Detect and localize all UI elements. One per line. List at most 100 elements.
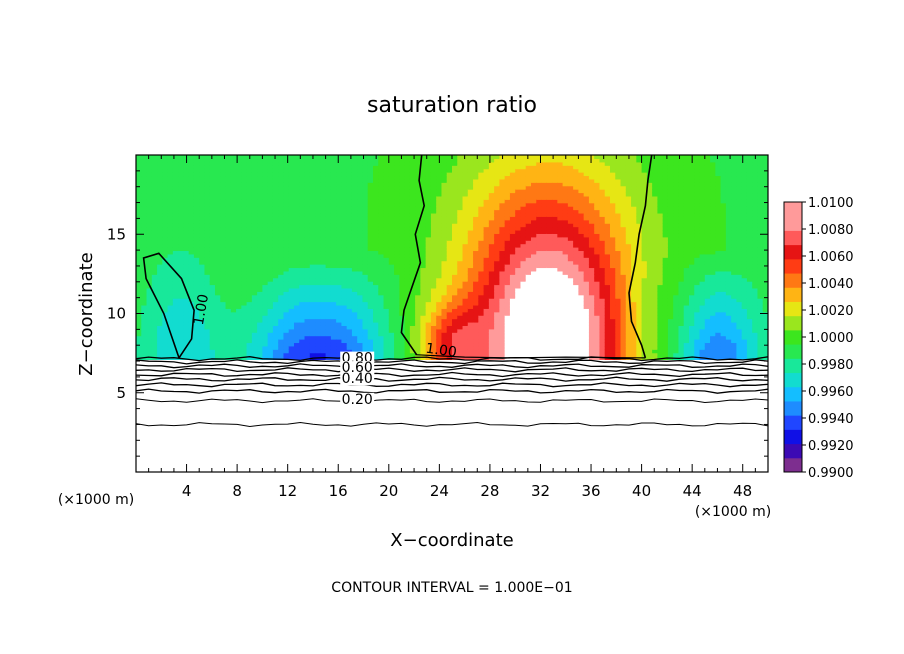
heatmap-cell	[467, 281, 474, 286]
heatmap-cell	[552, 270, 558, 275]
heatmap-cell	[146, 298, 153, 303]
heatmap-cell	[520, 349, 527, 354]
heatmap-cell	[483, 236, 490, 241]
heatmap-cell	[378, 308, 385, 313]
heatmap-cell	[467, 301, 474, 306]
heatmap-cell	[531, 349, 537, 354]
heatmap-cell	[257, 298, 263, 303]
heatmap-cell	[162, 274, 169, 279]
heatmap-cell	[294, 345, 300, 350]
heatmap-cell	[373, 304, 379, 309]
heatmap-cell	[236, 233, 242, 238]
heatmap-cell	[167, 301, 174, 306]
heatmap-cell	[157, 294, 163, 299]
heatmap-cell	[336, 209, 342, 214]
heatmap-cell	[504, 175, 511, 180]
heatmap-cell	[209, 195, 216, 200]
heatmap-cell	[531, 277, 537, 282]
heatmap-cell	[199, 161, 206, 166]
heatmap-cell	[309, 250, 316, 255]
heatmap-cell	[436, 240, 443, 245]
heatmap-cell	[141, 304, 148, 309]
heatmap-cell	[341, 247, 348, 252]
heatmap-cell	[209, 318, 216, 323]
heatmap-cell	[541, 342, 548, 347]
heatmap-cell	[341, 349, 348, 354]
heatmap-cell	[515, 253, 522, 258]
heatmap-cell	[141, 243, 148, 248]
heatmap-cell	[236, 165, 242, 170]
heatmap-cell	[488, 257, 495, 262]
heatmap-cell	[567, 155, 574, 160]
heatmap-cell	[436, 270, 443, 275]
heatmap-cell	[220, 260, 227, 265]
heatmap-cell	[562, 301, 569, 306]
heatmap-cell	[515, 168, 522, 173]
heatmap-cell	[525, 318, 532, 323]
heatmap-cell	[446, 301, 453, 306]
heatmap-cell	[520, 175, 527, 180]
heatmap-cell	[309, 349, 316, 354]
heatmap-cell	[531, 172, 537, 177]
heatmap-cell	[136, 189, 142, 194]
heatmap-cell	[299, 311, 306, 316]
heatmap-cell	[257, 284, 263, 289]
heatmap-cell	[325, 172, 332, 177]
heatmap-cell	[236, 257, 242, 262]
heatmap-cell	[330, 325, 337, 330]
heatmap-cell	[531, 189, 537, 194]
heatmap-cell	[325, 267, 332, 272]
heatmap-cell	[452, 332, 458, 337]
heatmap-cell	[141, 192, 148, 197]
heatmap-cell	[478, 301, 485, 306]
heatmap-cell	[436, 328, 443, 333]
heatmap-cell	[183, 308, 190, 313]
heatmap-cell	[346, 332, 353, 337]
heatmap-cell	[157, 199, 163, 204]
heatmap-cell	[236, 352, 242, 357]
heatmap-cell	[362, 281, 369, 286]
heatmap-cell	[567, 328, 574, 333]
heatmap-cell	[452, 175, 458, 180]
heatmap-cell	[304, 161, 311, 166]
heatmap-cell	[520, 287, 527, 292]
heatmap-cell	[367, 182, 374, 187]
heatmap-cell	[236, 206, 242, 211]
heatmap-cell	[172, 342, 179, 347]
heatmap-cell	[409, 332, 416, 337]
heatmap-cell	[383, 233, 390, 238]
heatmap-cell	[457, 277, 464, 282]
heatmap-cell	[146, 345, 153, 350]
heatmap-cell	[341, 308, 348, 313]
heatmap-cell	[536, 274, 543, 279]
heatmap-cell	[525, 233, 532, 238]
heatmap-cell	[546, 223, 553, 228]
heatmap-cell	[236, 287, 242, 292]
heatmap-cell	[230, 189, 237, 194]
heatmap-cell	[151, 270, 158, 275]
heatmap-cell	[409, 247, 416, 252]
heatmap-cell	[536, 202, 543, 207]
heatmap-cell	[567, 281, 574, 286]
heatmap-cell	[351, 287, 358, 292]
heatmap-cell	[473, 178, 479, 183]
heatmap-cell	[499, 277, 506, 282]
heatmap-cell	[383, 270, 390, 275]
heatmap-cell	[294, 294, 300, 299]
heatmap-cell	[283, 175, 290, 180]
heatmap-cell	[199, 243, 206, 248]
heatmap-cell	[531, 216, 537, 221]
heatmap-cell	[457, 352, 464, 357]
heatmap-cell	[225, 226, 232, 231]
heatmap-cell	[272, 356, 279, 360]
heatmap-cell	[541, 267, 548, 272]
heatmap-cell	[225, 189, 232, 194]
heatmap-cell	[188, 229, 195, 234]
heatmap-cell	[567, 325, 574, 330]
heatmap-cell	[146, 308, 153, 313]
heatmap-cell	[504, 206, 511, 211]
heatmap-cell	[204, 352, 211, 357]
heatmap-cell	[520, 168, 527, 173]
heatmap-cell	[294, 223, 300, 228]
heatmap-cell	[330, 182, 337, 187]
